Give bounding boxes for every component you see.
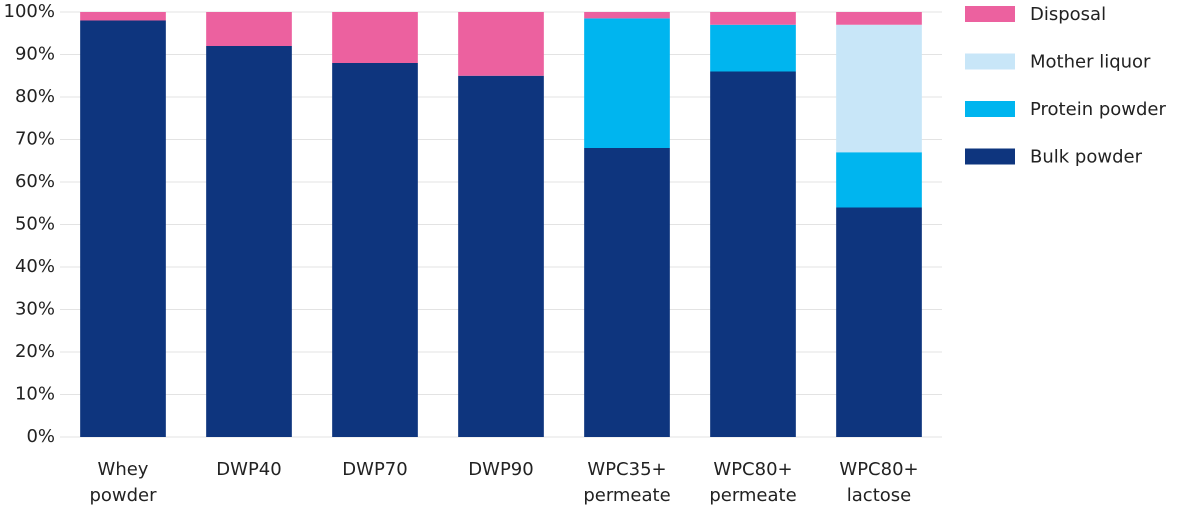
legend-swatch [965,53,1015,70]
legend-label: Disposal [1030,4,1106,25]
x-tick-label: WPC80+ permeate [709,459,797,506]
legend-label: Mother liquor [1030,52,1151,73]
y-tick-label: 10% [15,384,55,405]
x-tick-label: DWP70 [342,459,408,480]
x-tick-label: WPC35+ permeate [583,459,671,506]
x-tick-label: DWP40 [216,459,282,480]
bar-segment [836,152,922,208]
bar-segment [332,12,418,63]
bar-segment [206,12,292,46]
legend-label: Bulk powder [1030,147,1143,168]
y-tick-label: 30% [15,299,55,320]
y-tick-label: 50% [15,214,55,235]
legend-swatch [965,148,1015,165]
y-tick-label: 100% [4,1,55,22]
legend-swatch [965,101,1015,117]
bar-segment [584,18,670,148]
y-tick-label: 0% [26,426,55,447]
bar-segment [710,24,796,72]
bar-segment [206,46,292,437]
bar-segment [458,75,544,437]
x-tick-label: Whey powder [89,459,157,506]
y-tick-label: 60% [15,171,55,192]
y-tick-label: 40% [15,256,55,277]
bar-segment [836,207,922,437]
x-tick-label: WPC80+ lactose [839,459,919,506]
y-tick-label: 80% [15,86,55,107]
bar-segment [710,71,796,437]
bar-segment [80,12,166,21]
bar-segment [332,63,418,437]
y-tick-label: 20% [15,341,55,362]
bar-segment [710,12,796,25]
y-tick-label: 90% [15,44,55,65]
legend-label: Protein powder [1030,99,1166,120]
bar-segment [584,148,670,437]
bar-segment [80,20,166,437]
bar-segment [836,24,922,153]
legend-swatch [965,6,1015,22]
y-tick-label: 70% [15,129,55,150]
x-tick-label: DWP90 [468,459,534,480]
bar-segment [584,12,670,19]
bar-segment [458,12,544,76]
bar-segment [836,12,922,25]
